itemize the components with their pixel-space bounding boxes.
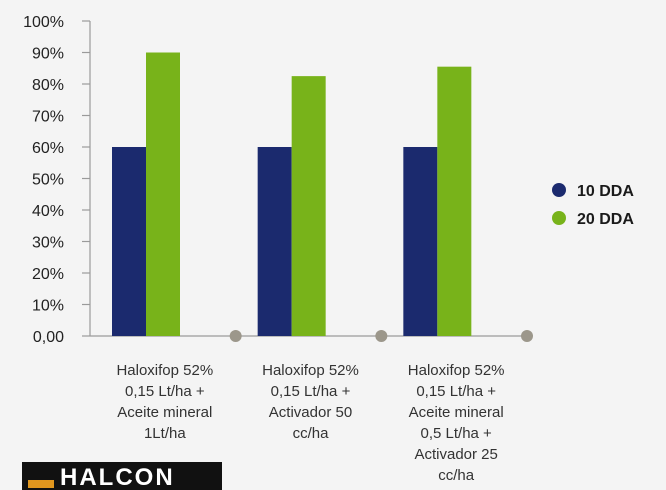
logo-mark-icon [28, 480, 54, 488]
category-label-line: 0,15 Lt/ha + [416, 383, 496, 400]
legend-marker [552, 211, 566, 225]
y-tick-label: 50% [32, 172, 64, 189]
category-labels: Haloxifop 52% 0,15 Lt/ha + Aceite mineral 1… [116, 362, 504, 484]
bar-20-dda-1 [146, 52, 180, 336]
bar-10-dda-2 [257, 147, 292, 336]
legend-label: 10 DDA [577, 183, 634, 200]
category-label-line: 0,5 Lt/ha + [421, 425, 493, 442]
category-label-line: Haloxifop 52% [116, 362, 213, 379]
y-tick-label: 0,00 [33, 329, 64, 346]
category-label-line: 1Lt/ha [144, 425, 186, 442]
legend-marker [552, 183, 566, 197]
y-tick-label: 100% [23, 14, 64, 31]
category-label-line: Aceite mineral [409, 404, 504, 421]
category-label-line: 0,15 Lt/ha + [125, 383, 205, 400]
bar-20-dda-3 [437, 66, 472, 337]
logo-text: HALCON [60, 464, 175, 490]
bar-10-dda-1 [112, 147, 146, 336]
y-tick-label: 70% [32, 109, 64, 126]
bar-20-dda-2 [291, 76, 326, 336]
y-tick-label: 90% [32, 46, 64, 63]
legend: 10 DDA 20 DDA [552, 183, 634, 228]
category-label-line: Aceite mineral [117, 404, 212, 421]
category-label-line: cc/ha [293, 425, 330, 442]
category-label-line: cc/ha [438, 467, 475, 484]
bar-10-dda-3 [403, 147, 438, 336]
y-tick-label: 30% [32, 235, 64, 252]
y-tick-label: 40% [32, 203, 64, 220]
legend-label: 20 DDA [577, 211, 634, 228]
y-tick-label: 60% [32, 140, 64, 157]
category-label-line: 0,15 Lt/ha + [271, 383, 351, 400]
category-label-line: Activador 25 [414, 446, 497, 463]
y-tick-label: 20% [32, 266, 64, 283]
category-separator-dot [375, 330, 388, 342]
bars [112, 52, 472, 337]
y-tick-label: 80% [32, 77, 64, 94]
category-separator-dot [229, 330, 242, 342]
y-axis: 0,00 10% 20% 30% 40% 50% 60% 70% 80% 90% 100% [23, 14, 91, 346]
category-label-line: Haloxifop 52% [262, 362, 359, 379]
category-label-line: Activador 50 [269, 404, 352, 421]
brand-logo: HALCON [22, 462, 222, 490]
y-tick-label: 10% [32, 298, 64, 315]
category-label-line: Haloxifop 52% [408, 362, 505, 379]
category-separator-dot [521, 330, 533, 342]
